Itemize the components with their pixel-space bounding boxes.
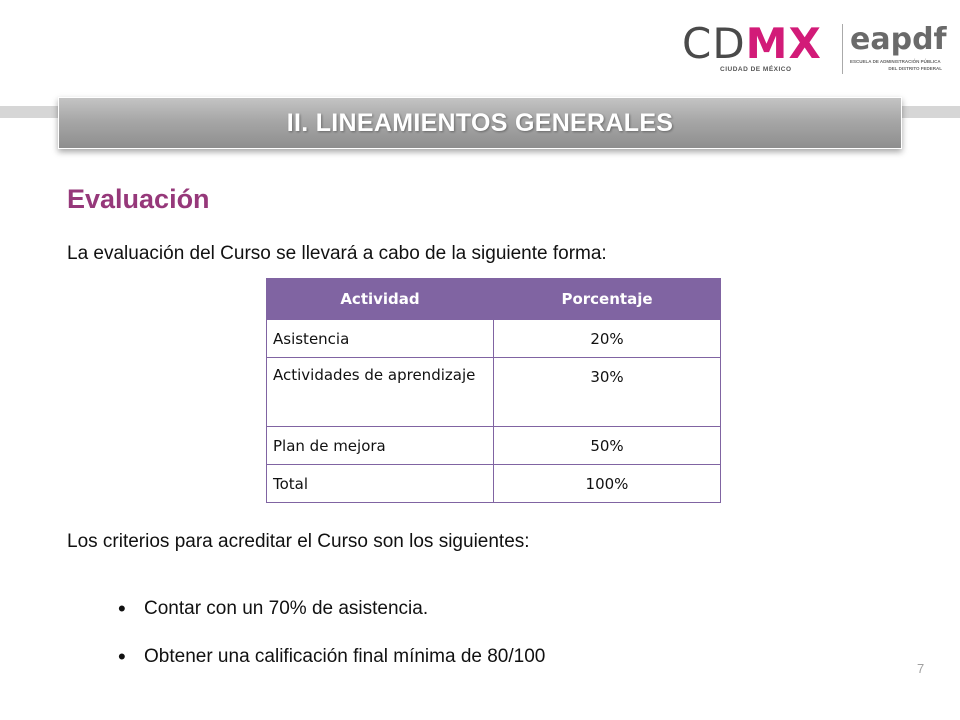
section-heading: Evaluación: [67, 184, 210, 214]
criteria-item-text: Contar con un 70% de asistencia.: [144, 598, 429, 619]
cdmx-logo-text: CDMX: [682, 22, 822, 66]
logo-subtitle: CIUDAD DE MÉXICO: [720, 66, 792, 73]
cell-actividad: Plan de mejora: [266, 426, 494, 465]
bullet-icon: •: [118, 596, 126, 621]
banner-title: II. LINEAMIENTOS GENERALES: [286, 108, 674, 137]
evaluation-intro: La evaluación del Curso se llevará a cab…: [67, 243, 607, 264]
header-actividad: Actividad: [266, 278, 494, 320]
table-row: Actividades de aprendizaje 30%: [266, 357, 721, 427]
eapdf-logo-text: eapdf: [850, 22, 947, 57]
table-row: Total 100%: [266, 464, 721, 503]
logo-cd: CD: [682, 19, 746, 68]
table-row: Plan de mejora 50%: [266, 426, 721, 465]
list-item: • Contar con un 70% de asistencia.: [118, 596, 545, 646]
header-porcentaje: Porcentaje: [493, 278, 721, 320]
cell-actividad: Actividades de aprendizaje: [266, 357, 494, 427]
logo-escuela-line1: ESCUELA DE ADMINISTRACIÓN PÚBLICA: [850, 59, 941, 64]
logo-mx: MX: [745, 19, 822, 68]
list-item: • Obtener una calificación final mínima d…: [118, 644, 546, 694]
section-banner: II. LINEAMIENTOS GENERALES: [58, 97, 902, 149]
cell-porcentaje: 20%: [493, 319, 721, 358]
bullet-icon: •: [118, 644, 126, 669]
cell-porcentaje: 50%: [493, 426, 721, 465]
criteria-item-text: Obtener una calificación final mínima de…: [144, 646, 546, 667]
evaluation-table: Actividad Porcentaje Asistencia 20% Acti…: [266, 278, 721, 503]
logo-escuela-line2: DEL DISTRITO FEDERAL: [888, 66, 942, 71]
logo-divider: [842, 24, 843, 74]
table-row: Asistencia 20%: [266, 319, 721, 358]
cdmx-eapdf-logo: CDMX CIUDAD DE MÉXICO eapdf ESCUELA DE A…: [682, 20, 947, 82]
cell-actividad: Total: [266, 464, 494, 503]
table-header-row: Actividad Porcentaje: [266, 278, 721, 320]
cell-porcentaje: 100%: [493, 464, 721, 503]
cell-porcentaje: 30%: [493, 357, 721, 427]
criteria-intro: Los criterios para acreditar el Curso so…: [67, 531, 530, 552]
logo-escuela-text: ESCUELA DE ADMINISTRACIÓN PÚBLICA DEL DI…: [850, 58, 942, 72]
cell-actividad: Asistencia: [266, 319, 494, 358]
criteria-list: • Contar con un 70% de asistencia. • Obten…: [118, 596, 546, 694]
page-number: 7: [917, 661, 925, 676]
